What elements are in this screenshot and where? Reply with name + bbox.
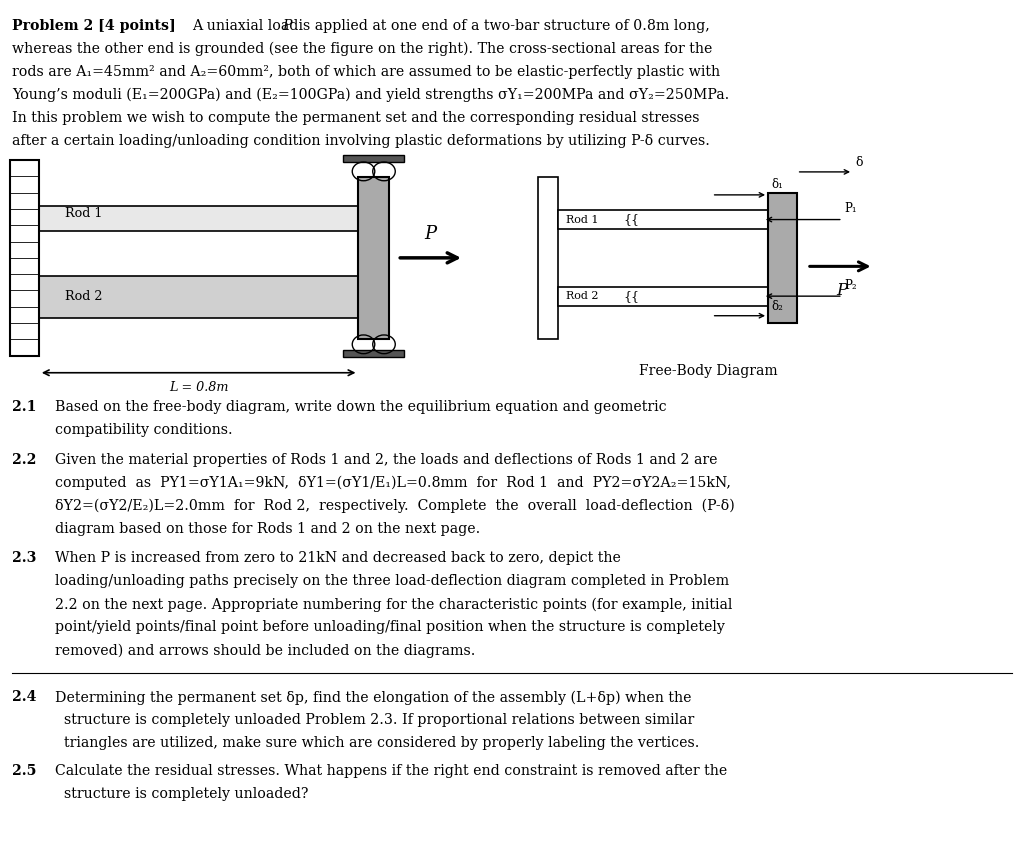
Bar [558,287,768,306]
Text: 2.2: 2.2 [12,453,37,466]
Text: When P is increased from zero to 21kN and decreased back to zero, depict the: When P is increased from zero to 21kN an… [55,551,622,565]
Text: L = 0.8m: L = 0.8m [169,381,228,394]
Bar [358,177,389,339]
Text: Young’s moduli (E₁=200GPa) and (E₂=100GPa) and yield strengths σY₁=200MPa and σY: Young’s moduli (E₁=200GPa) and (E₂=100GP… [12,88,729,102]
Text: P: P [424,225,436,243]
Bar [10,160,39,356]
Text: Calculate the residual stresses. What happens if the right end constraint is rem: Calculate the residual stresses. What ha… [55,764,727,778]
Text: compatibility conditions.: compatibility conditions. [55,423,232,437]
Text: 2.1: 2.1 [12,400,37,414]
Text: P: P [837,282,847,299]
Text: P₂: P₂ [845,279,857,292]
Text: P₁: P₁ [845,203,857,215]
Text: P: P [283,19,292,32]
Text: A uniaxial load: A uniaxial load [193,19,303,32]
Bar [343,351,404,357]
Text: Rod 2: Rod 2 [65,290,102,304]
Text: triangles are utilized, make sure which are considered by properly labeling the : triangles are utilized, make sure which … [55,736,699,750]
Text: {{: {{ [624,289,640,303]
Text: δ₂: δ₂ [771,300,783,313]
Text: Rod 1: Rod 1 [65,207,101,220]
Text: is applied at one end of a two-bar structure of 0.8m long,: is applied at one end of a two-bar struc… [294,19,710,32]
Text: δ₁: δ₁ [771,179,783,191]
Text: 2.3: 2.3 [12,551,37,565]
Text: 2.2 on the next page. Appropriate numbering for the characteristic points (for e: 2.2 on the next page. Appropriate number… [55,597,732,612]
Text: after a certain loading/unloading condition involving plastic deformations by ut: after a certain loading/unloading condit… [12,134,711,147]
Text: 2.5: 2.5 [12,764,37,778]
Text: point/yield points/final point before unloading/final position when the structur: point/yield points/final point before un… [55,620,725,634]
Text: computed  as  PY1=σY1A₁=9kN,  δY1=(σY1/E₁)L=0.8mm  for  Rod 1  and  PY2=σY2A₂=15: computed as PY1=σY1A₁=9kN, δY1=(σY1/E₁)L… [55,476,731,490]
Text: structure is completely unloaded Problem 2.3. If proportional relations between : structure is completely unloaded Problem… [55,713,694,727]
Bar [558,210,768,229]
Text: structure is completely unloaded?: structure is completely unloaded? [55,787,308,801]
Text: δ: δ [855,157,862,169]
Text: rods are A₁=45mm² and A₂=60mm², both of which are assumed to be elastic-perfectl: rods are A₁=45mm² and A₂=60mm², both of … [12,65,721,78]
Bar [39,276,358,318]
Text: Rod 2: Rod 2 [566,291,599,301]
Text: Rod 1: Rod 1 [566,214,599,225]
Text: loading/unloading paths precisely on the three load-deflection diagram completed: loading/unloading paths precisely on the… [55,574,729,588]
Text: In this problem we wish to compute the permanent set and the corresponding resid: In this problem we wish to compute the p… [12,111,699,124]
Bar [343,155,404,162]
Text: Determining the permanent set δp, find the elongation of the assembly (L+δp) whe: Determining the permanent set δp, find t… [55,690,692,705]
Text: removed) and arrows should be included on the diagrams.: removed) and arrows should be included o… [55,643,476,658]
Text: δY2=(σY2/E₂)L=2.0mm  for  Rod 2,  respectively.  Complete  the  overall  load-de: δY2=(σY2/E₂)L=2.0mm for Rod 2, respectiv… [55,499,735,513]
Text: {{: {{ [624,213,640,226]
Bar [768,193,797,323]
Text: 2.4: 2.4 [12,690,37,704]
Text: Given the material properties of Rods 1 and 2, the loads and deflections of Rods: Given the material properties of Rods 1 … [55,453,718,466]
Bar [538,177,558,339]
Text: diagram based on those for Rods 1 and 2 on the next page.: diagram based on those for Rods 1 and 2 … [55,522,480,535]
Text: Problem 2 [4 points]: Problem 2 [4 points] [12,19,176,32]
Text: Free-Body Diagram: Free-Body Diagram [639,364,777,378]
Bar [39,206,358,231]
Text: whereas the other end is grounded (see the figure on the right). The cross-secti: whereas the other end is grounded (see t… [12,42,713,56]
Text: Based on the free-body diagram, write down the equilibrium equation and geometri: Based on the free-body diagram, write do… [55,400,667,414]
